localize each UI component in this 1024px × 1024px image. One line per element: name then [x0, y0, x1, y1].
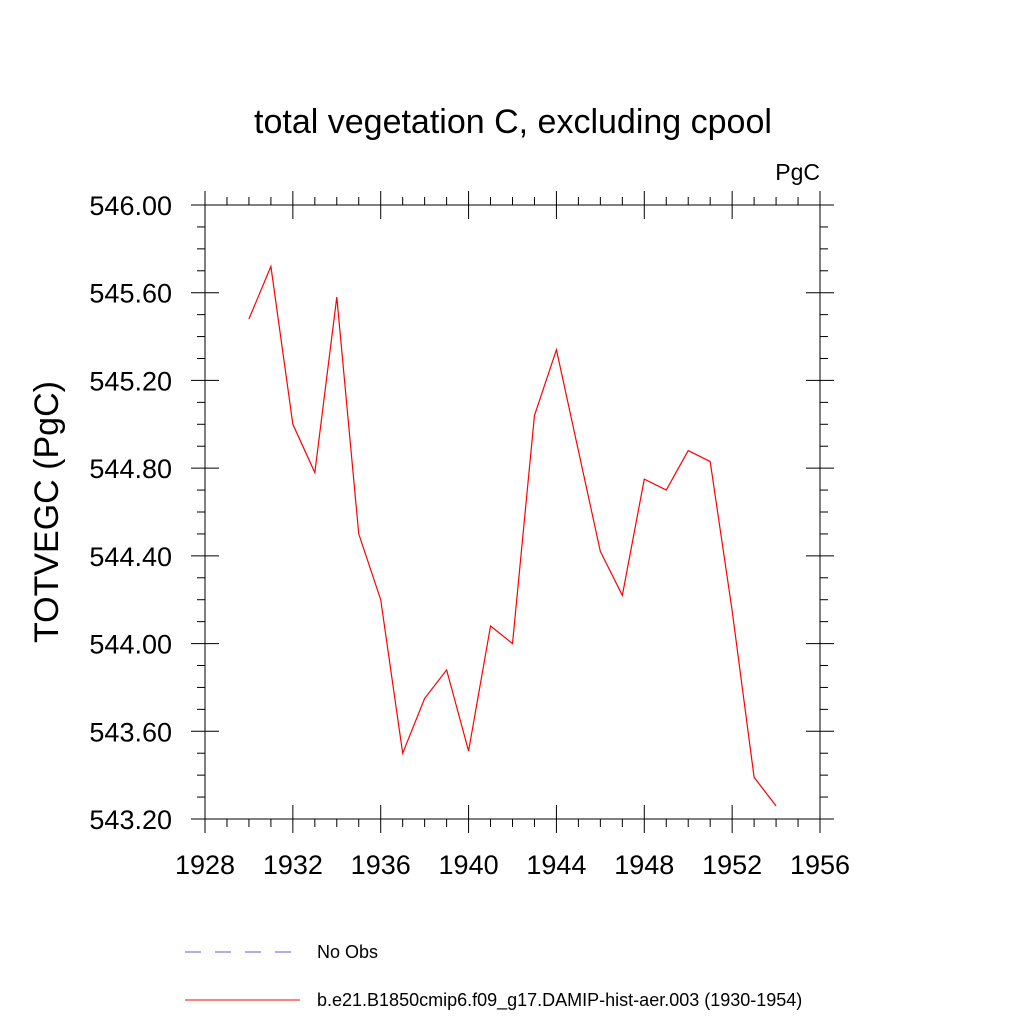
x-tick-label: 1944 [526, 850, 586, 880]
x-tick-labels: 1928 1932 1936 1940 1944 1948 1952 1956 [175, 850, 850, 880]
minor-ticks [197, 197, 828, 827]
y-tick-label: 544.00 [89, 630, 172, 660]
x-tick-label: 1932 [263, 850, 323, 880]
y-tick-label: 544.80 [89, 454, 172, 484]
legend-label: b.e21.B1850cmip6.f09_g17.DAMIP-hist-aer.… [317, 990, 802, 1011]
y-axis-label: TOTVEGC (PgC) [28, 381, 66, 643]
x-tick-label: 1936 [351, 850, 411, 880]
y-tick-label: 543.60 [89, 717, 172, 747]
units-label: PgC [775, 159, 820, 185]
y-tick-label: 545.20 [89, 366, 172, 396]
y-tick-label: 543.20 [89, 805, 172, 835]
y-tick-labels: 543.20 543.60 544.00 544.40 544.80 545.20 545.… [89, 191, 172, 835]
x-tick-label: 1928 [175, 850, 235, 880]
x-tick-label: 1956 [790, 850, 850, 880]
chart-title: total vegetation C, excluding cpool [254, 103, 772, 141]
legend-label: No Obs [317, 942, 378, 962]
y-tick-label: 546.00 [89, 191, 172, 221]
plot-frame [204, 204, 821, 820]
series-layer [248, 264, 777, 807]
x-tick-label: 1952 [702, 850, 762, 880]
y-tick-label: 545.60 [89, 279, 172, 309]
x-tick-label: 1948 [614, 850, 674, 880]
x-tick-label: 1940 [439, 850, 499, 880]
series-line [248, 264, 777, 807]
major-ticks [191, 191, 834, 833]
legend: No Obs b.e21.B1850cmip6.f09_g17.DAMIP-his… [185, 942, 802, 1011]
y-tick-label: 544.40 [89, 542, 172, 572]
